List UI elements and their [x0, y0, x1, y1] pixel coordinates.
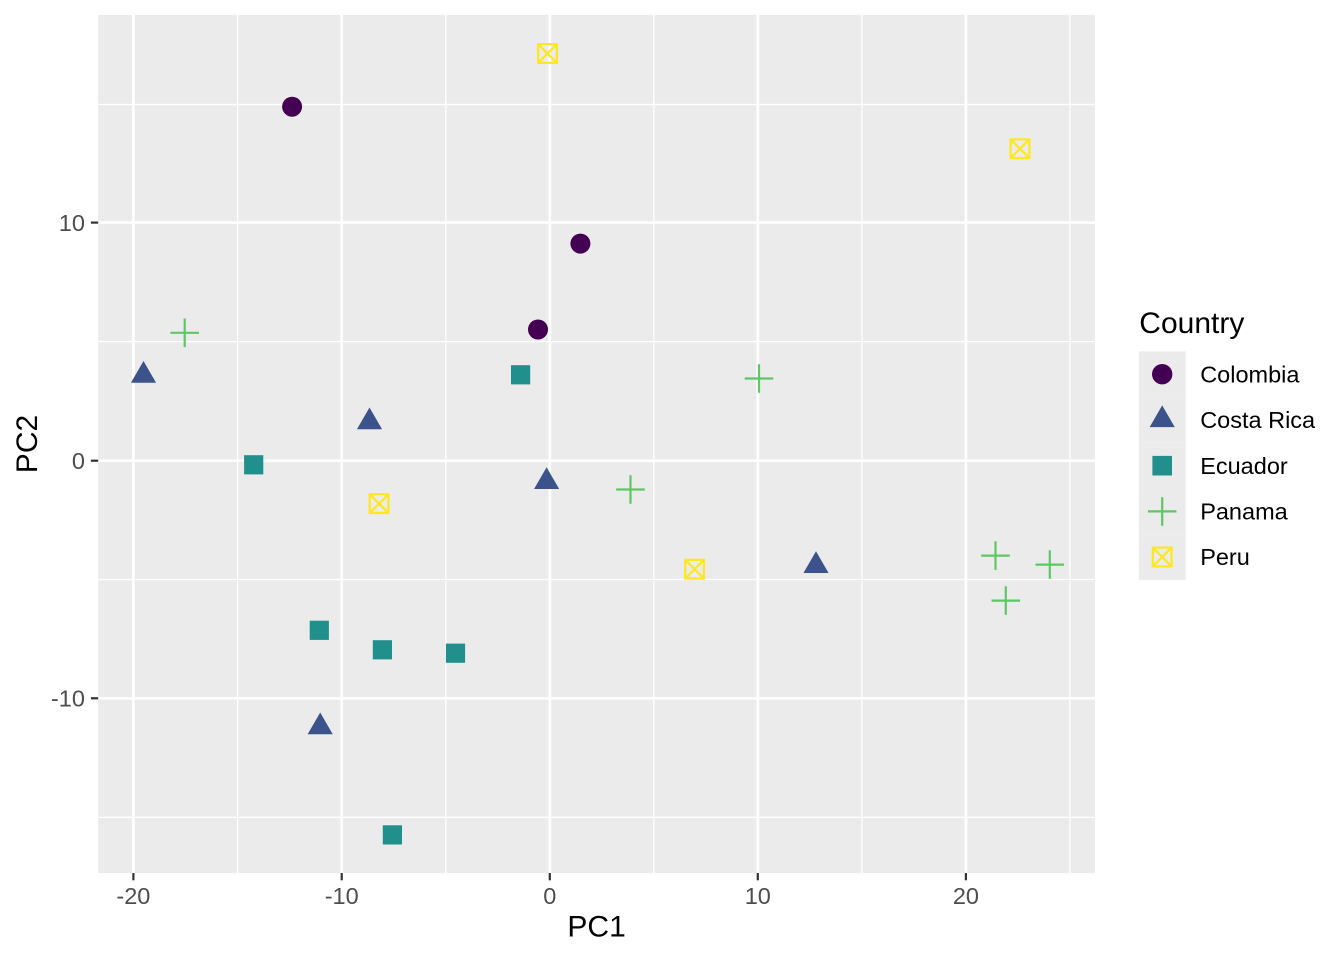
svg-text:-10: -10 [325, 883, 359, 909]
svg-text:-10: -10 [51, 686, 85, 712]
svg-text:Peru: Peru [1200, 544, 1250, 570]
svg-text:10: 10 [745, 883, 771, 909]
svg-text:0: 0 [72, 448, 85, 474]
svg-text:Country: Country [1139, 307, 1244, 340]
svg-text:0: 0 [543, 883, 556, 909]
svg-text:-20: -20 [116, 883, 150, 909]
svg-text:PC2: PC2 [11, 415, 44, 473]
svg-text:Panama: Panama [1200, 499, 1288, 525]
svg-text:Colombia: Colombia [1200, 361, 1300, 387]
svg-text:Ecuador: Ecuador [1200, 453, 1288, 479]
svg-text:10: 10 [59, 210, 85, 236]
svg-text:Costa Rica: Costa Rica [1200, 407, 1316, 433]
svg-text:PC1: PC1 [567, 911, 625, 944]
svg-text:20: 20 [953, 883, 979, 909]
